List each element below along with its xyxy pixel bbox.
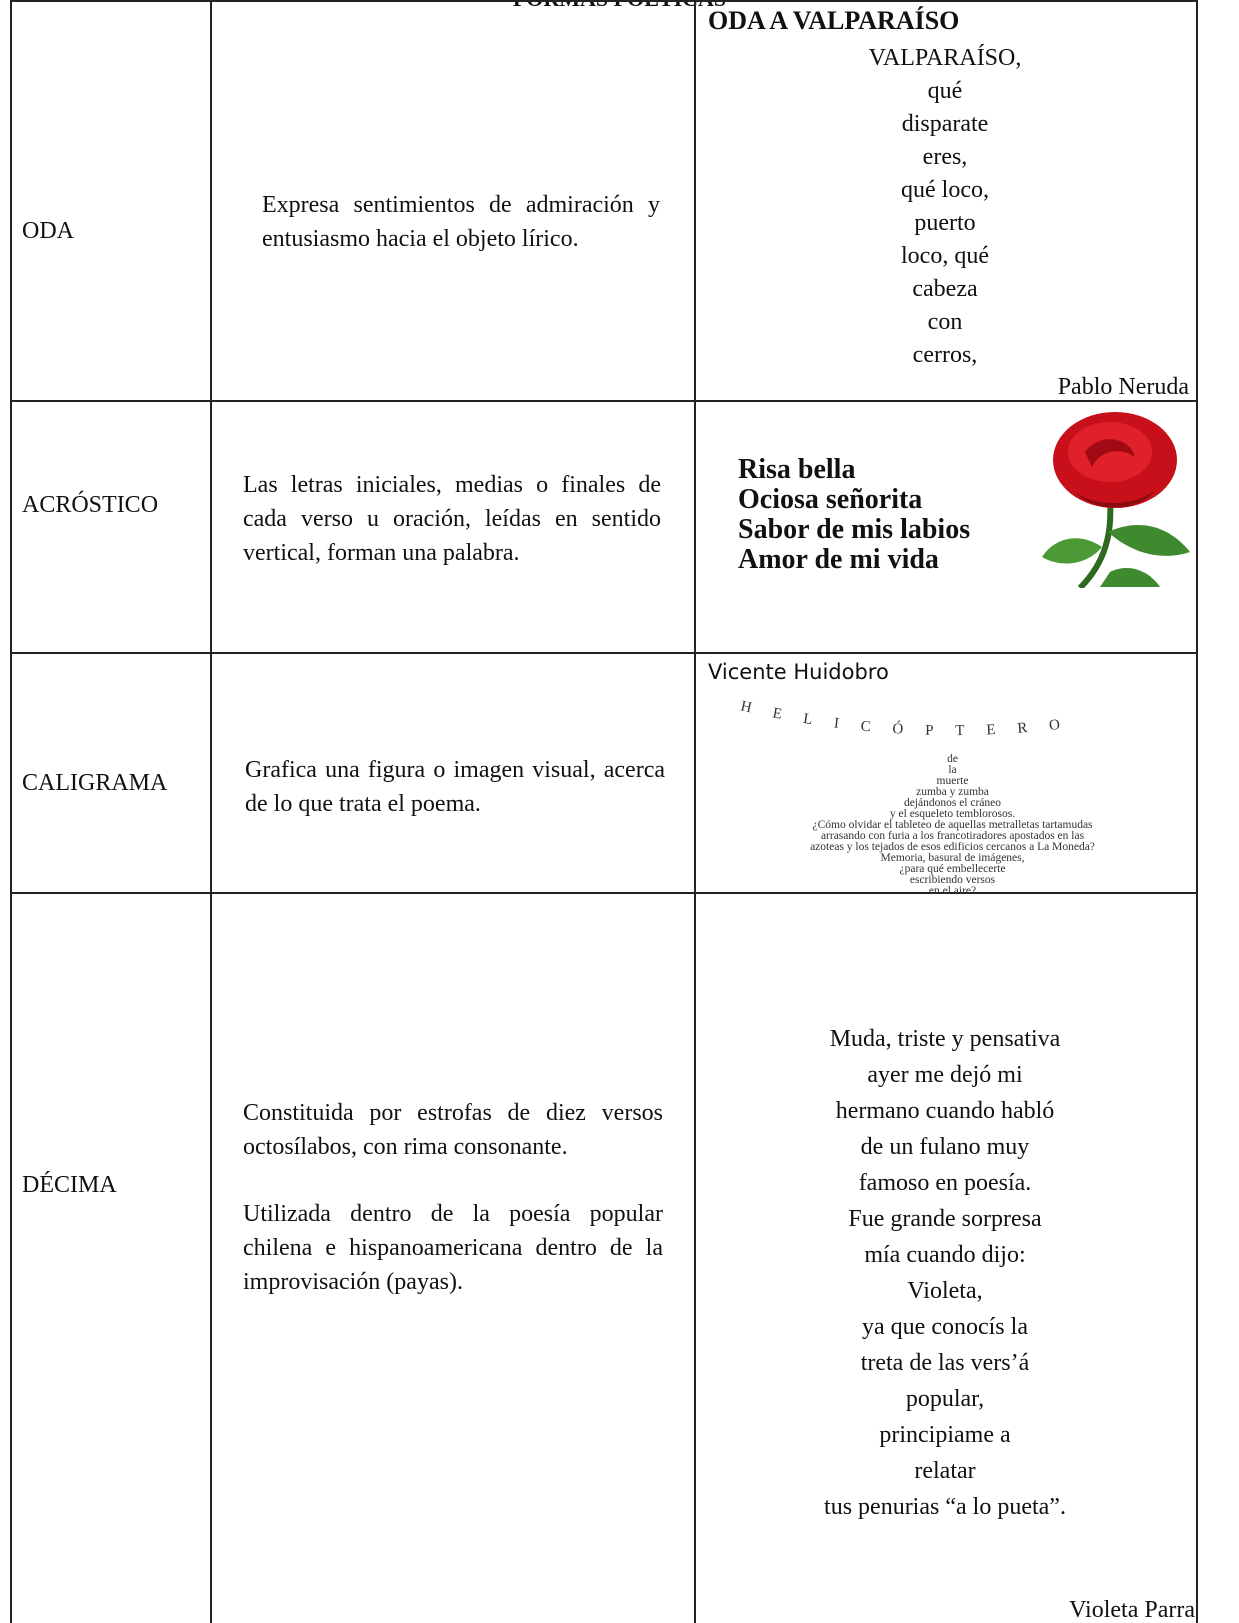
calligram: de la muerte zumba y zumba dejándonos el crá… bbox=[720, 753, 1185, 897]
verse: VALPARAÍSO, bbox=[868, 45, 1022, 71]
verse: famoso en poesía. bbox=[858, 1170, 1032, 1196]
verse: treta de las vers’á bbox=[860, 1350, 1030, 1376]
paragraph: Grafica una figura o imagen visual, acer… bbox=[245, 757, 665, 817]
verse: hermano cuando habló bbox=[835, 1098, 1055, 1124]
verse: Amor de mi vida bbox=[738, 544, 939, 575]
verse: muerte bbox=[936, 775, 969, 787]
verse: Sabor de mis labios bbox=[738, 514, 971, 545]
poem-title: ODA A VALPARAÍSO bbox=[708, 6, 960, 35]
paragraph: Las letras iniciales, medias o finales d… bbox=[243, 472, 661, 566]
row-border bbox=[10, 652, 1198, 654]
col-border bbox=[10, 0, 12, 1623]
verse: Risa bella bbox=[738, 454, 856, 485]
shape-word: HELICÓPTERO bbox=[739, 698, 1083, 739]
verse: dejándonos el cráneo bbox=[903, 797, 1002, 809]
paragraph: Expresa sentimientos de admiración y ent… bbox=[262, 192, 660, 252]
description: Expresa sentimientos de admiración y ent… bbox=[262, 188, 660, 289]
verse: cerros, bbox=[912, 342, 978, 368]
verse: Memoria, basural de imágenes, bbox=[880, 852, 1025, 864]
description: Constituida por estrofas de diez versos … bbox=[243, 1096, 663, 1332]
row-border bbox=[10, 892, 1198, 894]
verse: Muda, triste y pensativa bbox=[829, 1026, 1061, 1052]
form-name: CALIGRAMA bbox=[22, 770, 168, 796]
verse: ayer me dejó mi bbox=[867, 1062, 1023, 1088]
verse: en el aire? bbox=[928, 885, 977, 897]
verse: principiame a bbox=[879, 1422, 1011, 1448]
form-name: ACRÓSTICO bbox=[22, 492, 159, 518]
calligram-shape: HELICÓPTERO bbox=[739, 698, 1083, 739]
form-name: DÉCIMA bbox=[22, 1172, 117, 1198]
verse: loco, qué bbox=[901, 243, 989, 269]
col-border bbox=[694, 0, 696, 1623]
verse: puerto bbox=[914, 210, 976, 236]
verse: de un fulano muy bbox=[860, 1134, 1030, 1160]
paragraph: Constituida por estrofas de diez versos … bbox=[243, 1100, 663, 1160]
verse: de bbox=[947, 753, 958, 765]
row-border bbox=[10, 400, 1198, 402]
verse: con bbox=[927, 309, 963, 335]
verse: azoteas y los tejados de esos edificios … bbox=[810, 841, 1095, 853]
description: Las letras iniciales, medias o finales d… bbox=[243, 468, 661, 603]
shape-word-path: HELICÓPTERO bbox=[739, 698, 1061, 739]
verse: Ociosa señorita bbox=[738, 484, 923, 515]
col-border bbox=[1196, 0, 1198, 1623]
form-name: ODA bbox=[22, 218, 74, 244]
verse: relatar bbox=[914, 1458, 976, 1484]
verse: eres, bbox=[922, 144, 968, 170]
verse: ya que conocís la bbox=[862, 1314, 1028, 1340]
verse: popular, bbox=[905, 1386, 985, 1412]
poem-author: Vicente Huidobro bbox=[708, 660, 889, 684]
verse: mía cuando dijo: bbox=[864, 1242, 1026, 1268]
poem: VALPARAÍSO, qué disparate eres, qué loco, pue… bbox=[830, 42, 1060, 372]
verse: Violeta, bbox=[907, 1278, 983, 1304]
verse: arrasando con furia a los francotiradore… bbox=[820, 830, 1085, 842]
verse: qué loco, bbox=[901, 177, 989, 203]
table-border bbox=[10, 0, 1198, 2]
verse: disparate bbox=[901, 111, 989, 137]
verse: escribiendo versos bbox=[909, 874, 996, 886]
verse: tus penurias “a lo pueta”. bbox=[824, 1494, 1066, 1520]
verse: qué bbox=[927, 78, 963, 104]
verse: zumba y zumba bbox=[916, 786, 989, 798]
poem-author: Pablo Neruda bbox=[1057, 374, 1189, 400]
rose-image bbox=[1042, 412, 1190, 588]
verse: ¿para qué embellecerte bbox=[899, 863, 1006, 875]
poem: Muda, triste y pensativa ayer me dejó mi h… bbox=[740, 1021, 1150, 1525]
verse: la bbox=[948, 764, 957, 776]
description: Grafica una figura o imagen visual, acer… bbox=[245, 753, 665, 854]
verse: Fue grande sorpresa bbox=[848, 1206, 1042, 1232]
verse: cabeza bbox=[912, 276, 978, 302]
paragraph: Utilizada dentro de la poesía popular ch… bbox=[243, 1201, 663, 1295]
acrostic: Risa bella Ociosa señorita Sabor de mis la… bbox=[738, 455, 970, 575]
doc-title: FORMAS POÉTICAS bbox=[0, 0, 1239, 12]
col-border bbox=[210, 0, 212, 1623]
verse: y el esqueleto temblorosos. bbox=[889, 808, 1016, 820]
verse: ¿Cómo olvidar el tableteo de aquellas me… bbox=[812, 819, 1093, 831]
poem-author: Violeta Parra bbox=[1069, 1597, 1195, 1623]
